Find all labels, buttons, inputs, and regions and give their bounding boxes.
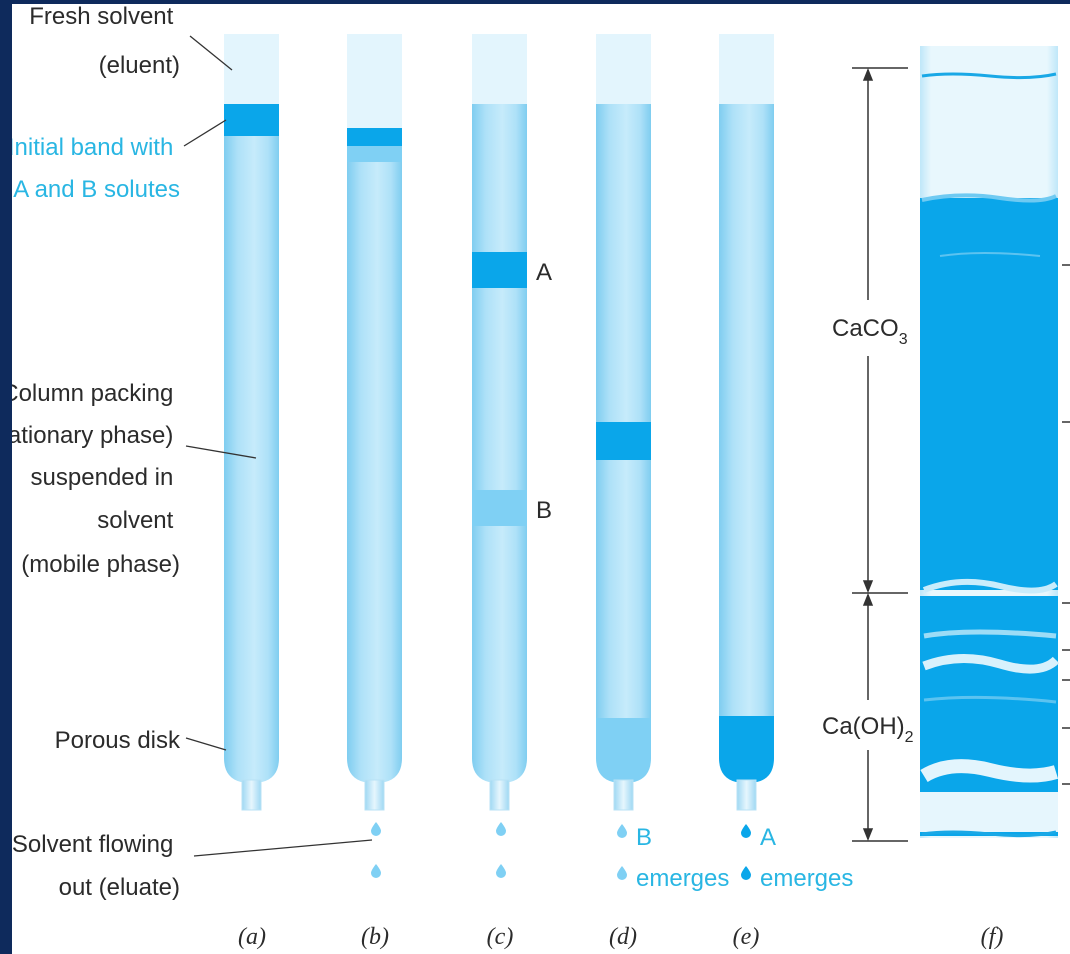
caption-f: (f)	[981, 924, 1004, 950]
leader-lines	[183, 35, 373, 857]
column-d	[596, 34, 651, 880]
column-e	[719, 34, 774, 880]
initial-band	[224, 104, 279, 136]
solvent-flowing-label: Solvent flowing out (eluate)	[12, 831, 180, 901]
fresh-solvent-label: Fresh solvent (eluent)	[29, 3, 180, 79]
a-emerges-label: A emerges	[760, 824, 853, 892]
band-a-column-e	[719, 716, 774, 752]
caption-d: (d)	[609, 924, 637, 950]
column-b	[347, 34, 402, 878]
band-a-column-d	[596, 422, 651, 460]
caption-a: (a)	[238, 924, 266, 950]
porous-disk-label: Porous disk	[55, 727, 181, 754]
band-b-column-d	[596, 718, 651, 750]
caption-b: (b)	[361, 924, 389, 950]
caoh2-label: Ca(OH)2	[822, 713, 914, 746]
initial-band-label: Initial band with A and B solutes	[8, 134, 180, 203]
band-a-label: A	[536, 259, 552, 286]
column-a	[224, 34, 279, 811]
band-a-column-c	[472, 252, 527, 288]
caption-c: (c)	[487, 924, 514, 950]
column-packing-label: Column packing (stationary phase) suspen…	[0, 380, 180, 578]
b-emerges-label: B emerges	[636, 824, 729, 892]
caption-e: (e)	[733, 924, 760, 950]
column-c	[472, 34, 527, 878]
dimension-lines	[852, 67, 1070, 842]
band-b-label: B	[536, 497, 552, 524]
band-b-column-c	[472, 490, 527, 526]
caco3-label: CaCO3	[832, 315, 908, 348]
column-f	[920, 46, 1060, 850]
